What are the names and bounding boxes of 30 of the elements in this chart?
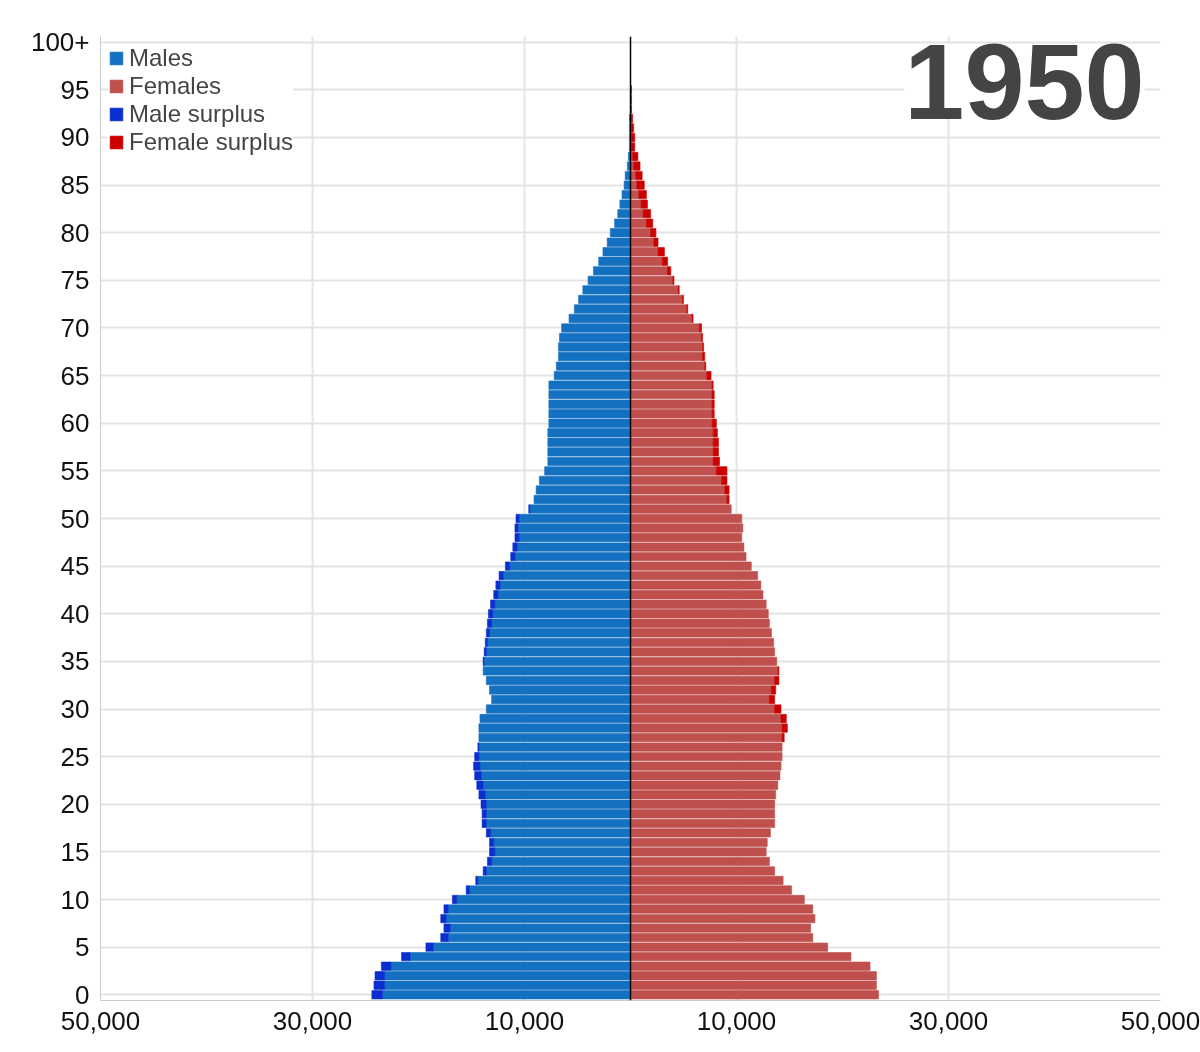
x-tick-label: 50,000 (1120, 1005, 1200, 1036)
y-tick-label: 70 (60, 312, 90, 343)
y-tick-label: 45 (60, 551, 90, 582)
legend-label: Female surplus (129, 128, 294, 156)
x-tick-label: 30,000 (272, 1005, 353, 1036)
y-tick-label: 55 (60, 455, 90, 486)
y-tick-label: 100+ (30, 27, 90, 58)
y-tick-label: 95 (60, 74, 90, 105)
y-tick-label: 35 (60, 646, 90, 677)
y-tick-label: 90 (60, 122, 90, 153)
y-tick-label: 75 (60, 265, 90, 296)
legend-label: Male surplus (129, 100, 266, 128)
y-tick-label: 30 (60, 694, 90, 725)
legend-label: Females (129, 72, 222, 100)
y-tick-label: 50 (60, 503, 90, 534)
y-tick-label: 60 (60, 408, 90, 439)
x-tick-label: 10,000 (696, 1005, 777, 1036)
annotation: 1950 (904, 21, 1145, 143)
y-tick-label: 80 (60, 217, 90, 248)
x-tick-label: 10,000 (484, 1005, 565, 1036)
y-tick-label: 20 (60, 789, 90, 820)
y-tick-label: 15 (60, 836, 90, 867)
y-tick-label: 5 (75, 932, 90, 963)
y-tick-label: 10 (60, 884, 90, 915)
y-tick-label: 25 (60, 741, 90, 772)
y-tick-label: 40 (60, 598, 90, 629)
x-tick-label: 30,000 (908, 1005, 989, 1036)
y-tick-label: 85 (60, 170, 90, 201)
legend-label: Males (129, 44, 194, 72)
y-tick-label: 65 (60, 360, 90, 391)
